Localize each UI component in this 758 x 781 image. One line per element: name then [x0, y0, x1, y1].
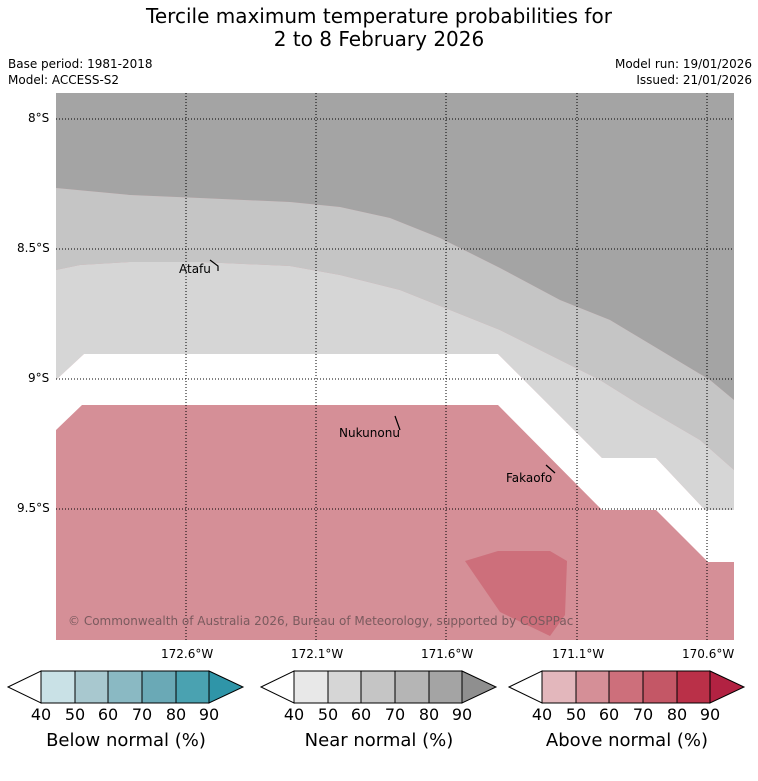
- near-normal-label: Near normal (%): [304, 730, 454, 751]
- above-tick-80: 80: [666, 705, 688, 724]
- lat-label-9-5s: 9.5°S: [17, 501, 50, 515]
- colorbar-above-normal: [507, 670, 746, 704]
- near-normal-60-region: [56, 188, 734, 470]
- map-title-line2: 2 to 8 February 2026: [273, 27, 485, 51]
- near-tick-50: 50: [317, 705, 339, 724]
- above-normal-60-region: [465, 551, 567, 636]
- above-tick-40: 40: [531, 705, 553, 724]
- copyright-notice: © Commonwealth of Australia 2026, Bureau…: [68, 614, 574, 628]
- map-title-line1: Tercile maximum temperature probabilitie…: [146, 4, 612, 28]
- below-tick-80: 80: [165, 705, 187, 724]
- graticule: [56, 93, 734, 640]
- below-tick-90: 90: [198, 705, 220, 724]
- near-normal-80-region: [56, 93, 734, 400]
- above-normal-label: Above normal (%): [545, 730, 709, 751]
- lon-label-170-6w: 170.6°W: [682, 647, 735, 661]
- near-tick-60: 60: [350, 705, 372, 724]
- issued-date: Issued: 21/01/2026: [636, 73, 752, 87]
- lon-label-172-1w: 172.1°W: [291, 647, 344, 661]
- fakaofo-island-marker: [545, 464, 556, 474]
- lat-label-8s: 8°S: [28, 111, 50, 125]
- lon-label-171-6w: 171.6°W: [421, 647, 474, 661]
- below-tick-60: 60: [97, 705, 119, 724]
- colorbar-near-normal: [259, 670, 498, 704]
- lon-label-172-6w: 172.6°W: [161, 647, 214, 661]
- above-tick-70: 70: [632, 705, 654, 724]
- near-tick-70: 70: [384, 705, 406, 724]
- model-run: Model run: 19/01/2026: [614, 57, 752, 71]
- place-fakaofo: Fakaofo: [506, 471, 553, 485]
- above-tick-60: 60: [598, 705, 620, 724]
- near-tick-90: 90: [451, 705, 473, 724]
- atafu-island-marker: [209, 259, 219, 271]
- below-tick-70: 70: [131, 705, 153, 724]
- near-tick-40: 40: [283, 705, 305, 724]
- below-normal-label: Below normal (%): [46, 730, 206, 751]
- above-tick-90: 90: [699, 705, 721, 724]
- lat-label-8-5s: 8.5°S: [17, 241, 50, 255]
- near-normal-40-region: [56, 262, 734, 510]
- below-tick-50: 50: [64, 705, 86, 724]
- lon-label-171-1w: 171.1°W: [552, 647, 605, 661]
- white-band: [56, 354, 734, 562]
- lat-label-9s: 9°S: [28, 371, 50, 385]
- colorbar-below-normal: [6, 670, 245, 704]
- below-tick-40: 40: [30, 705, 52, 724]
- above-tick-50: 50: [565, 705, 587, 724]
- base-period: Base period: 1981-2018: [8, 57, 153, 71]
- near-tick-80: 80: [418, 705, 440, 724]
- model-name: Model: ACCESS-S2: [8, 73, 120, 87]
- place-nukunonu: Nukunonu: [339, 426, 400, 440]
- place-atafu: Atafu: [179, 262, 211, 276]
- nukunonu-island-marker: [394, 415, 401, 431]
